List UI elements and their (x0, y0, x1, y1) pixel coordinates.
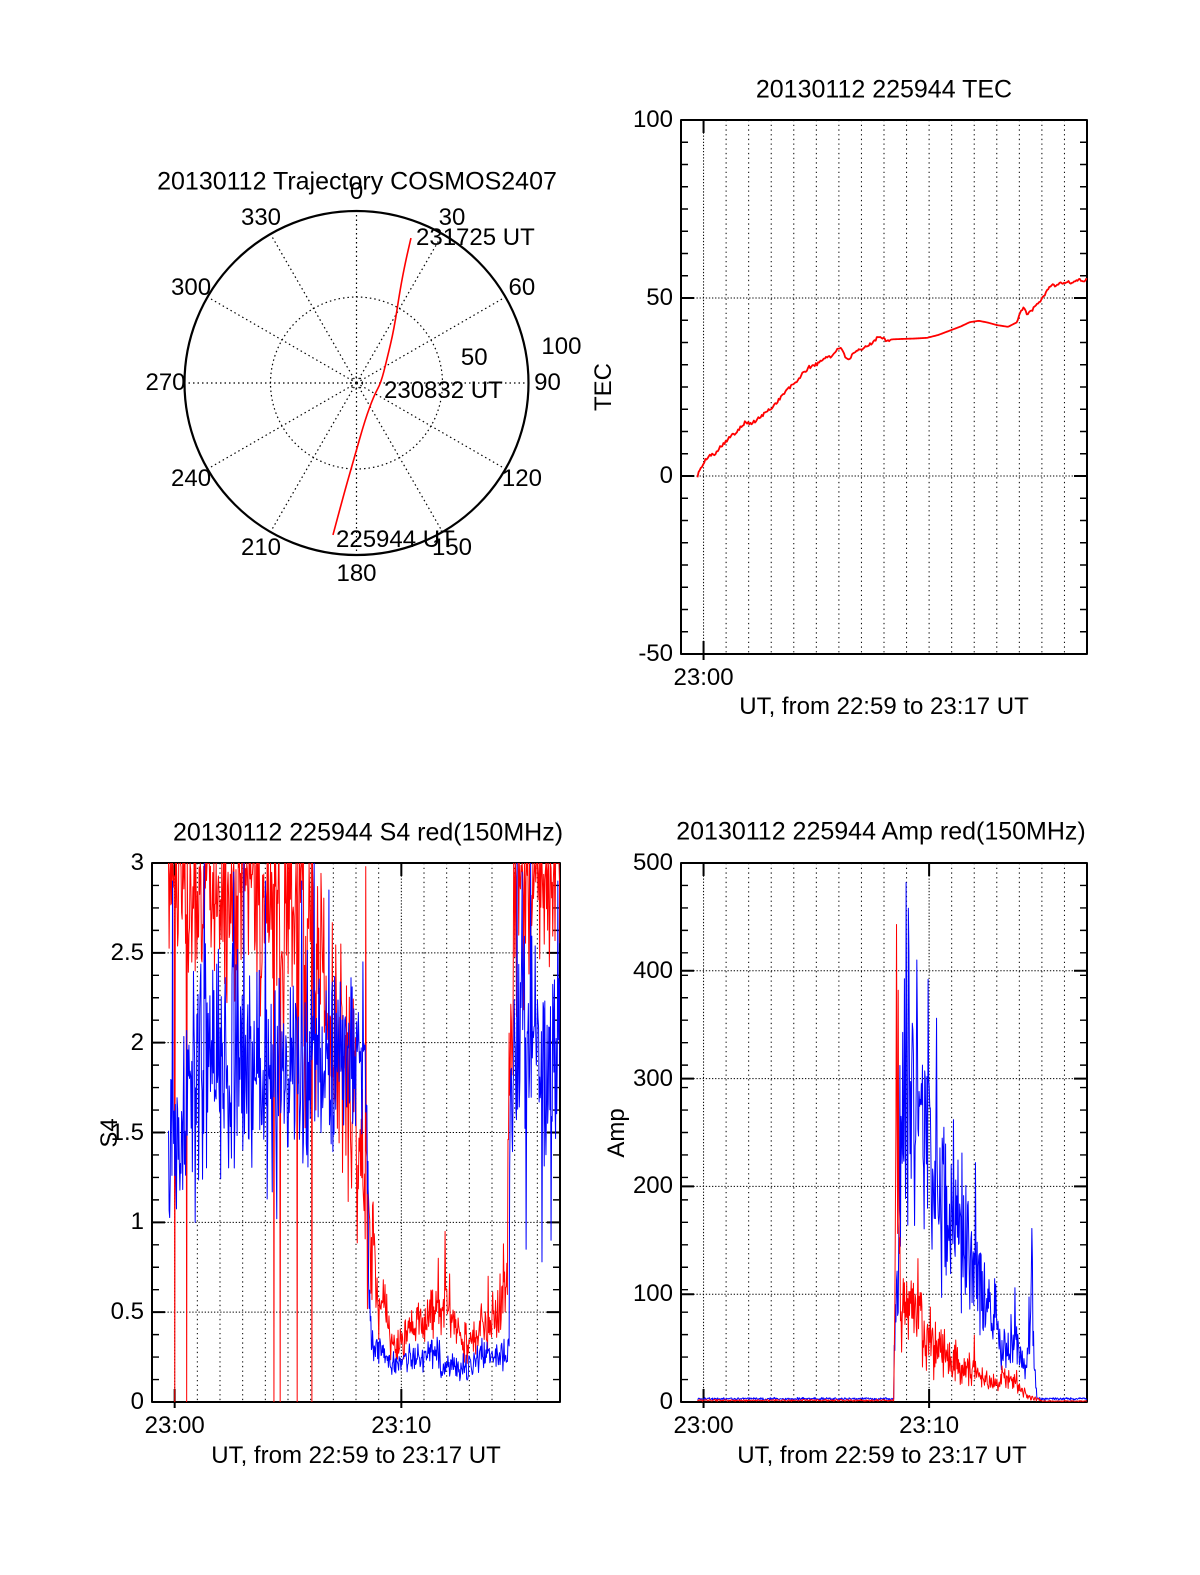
s4-x-tick-label: 23:00 (144, 1412, 205, 1439)
azimuth-tick-label: 30 (438, 203, 466, 231)
radial-tick-label: 100 (541, 332, 582, 360)
azimuth-tick-label: 150 (431, 534, 473, 562)
tec-title: 20130112 225944 TEC (755, 75, 1013, 104)
tec-y-tick-label: 0 (659, 462, 673, 489)
azimuth-tick-label: 90 (534, 369, 561, 396)
tec-x-tick-label: 23:00 (673, 664, 734, 691)
amp-y-tick-label: 100 (632, 1280, 673, 1308)
amp-y-axis-label: Amp (603, 1108, 630, 1158)
azimuth-tick-label: 330 (240, 203, 282, 231)
trajectory-time-label: 231725 UT (416, 224, 535, 251)
tec-x-axis-label: UT, from 22:59 to 23:17 UT (739, 693, 1029, 720)
azimuth-tick-label: 180 (336, 560, 377, 587)
amp-x-tick-label: 23:10 (899, 1412, 960, 1439)
amp-y-tick-label: 200 (632, 1172, 673, 1200)
trajectory-title: 20130112 Trajectory COSMOS2407 (157, 167, 557, 196)
s4-y-tick-label: 0.5 (110, 1298, 144, 1326)
trajectory-time-label: 225944 UT (336, 526, 455, 553)
azimuth-tick-label: 120 (501, 464, 542, 492)
tec-y-tick-label: -50 (638, 640, 673, 667)
amp-y-tick-label: 300 (632, 1064, 673, 1092)
s4-y-tick-label: 2.5 (110, 938, 144, 966)
amp-y-tick-label: 0 (659, 1388, 673, 1415)
amp-x-axis-label: UT, from 22:59 to 23:17 UT (737, 1442, 1027, 1469)
azimuth-tick-label: 210 (240, 534, 282, 562)
s4-y-tick-label: 1 (130, 1208, 144, 1236)
azimuth-tick-label: 0 (349, 178, 364, 205)
amp-x-tick-label: 23:00 (673, 1412, 734, 1439)
tec-y-axis-label: TEC (590, 363, 617, 411)
amp-title: 20130112 225944 Amp red(150MHz) (676, 817, 1086, 846)
s4-y-tick-label: 3 (130, 849, 144, 876)
trajectory-time-label: 230832 UT (384, 377, 503, 404)
s4-y-tick-label: 2 (130, 1028, 144, 1056)
radial-tick-label: 50 (460, 343, 488, 371)
tec-y-tick-label: 100 (632, 106, 673, 133)
azimuth-tick-label: 60 (508, 273, 536, 301)
s4-x-tick-label: 23:10 (371, 1412, 432, 1439)
s4-title: 20130112 225944 S4 red(150MHz) (172, 818, 564, 847)
s4-x-axis-label: UT, from 22:59 to 23:17 UT (211, 1442, 501, 1469)
s4-y-tick-label: 0 (130, 1388, 144, 1415)
s4-y-tick-label: 1.5 (110, 1118, 144, 1146)
azimuth-tick-label: 300 (171, 273, 212, 301)
azimuth-tick-label: 240 (171, 464, 212, 492)
azimuth-tick-label: 270 (145, 369, 186, 396)
amp-y-tick-label: 500 (632, 849, 673, 876)
amp-y-tick-label: 400 (632, 956, 673, 984)
tec-y-tick-label: 50 (646, 284, 673, 311)
